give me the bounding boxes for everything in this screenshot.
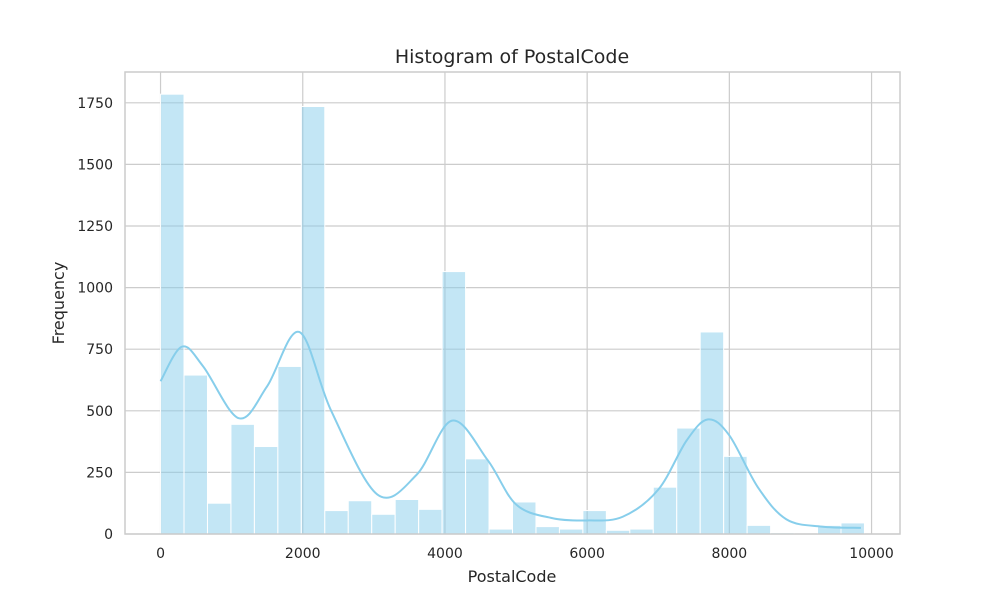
histogram-bar xyxy=(206,502,232,535)
histogram-bar xyxy=(277,365,302,535)
chart-title: Histogram of PostalCode xyxy=(395,46,629,68)
x-axis-label: PostalCode xyxy=(468,567,557,586)
x-tick-label: 6000 xyxy=(569,546,605,562)
histogram-bar xyxy=(582,510,607,535)
y-tick-label: 0 xyxy=(104,527,113,543)
y-tick-label: 250 xyxy=(86,465,113,481)
histogram-bar xyxy=(746,524,772,535)
y-axis-label: Frequency xyxy=(49,262,68,345)
histogram-bar xyxy=(699,331,725,535)
histogram-bar xyxy=(512,501,537,535)
x-tick-label: 4000 xyxy=(427,546,463,562)
x-tick-label: 8000 xyxy=(712,546,748,562)
histogram-bar xyxy=(652,486,678,535)
y-tick-label: 1750 xyxy=(77,96,113,112)
gridlines xyxy=(125,72,900,535)
histogram-bar xyxy=(160,93,185,535)
histogram-bar xyxy=(441,271,467,535)
y-tick-label: 1500 xyxy=(77,157,113,173)
y-tick-label: 750 xyxy=(86,342,113,358)
histogram-bar xyxy=(418,508,443,535)
kde-curve xyxy=(159,330,861,529)
histogram-bar xyxy=(394,499,420,535)
histogram-bar xyxy=(723,455,748,535)
y-tick-label: 1250 xyxy=(77,219,113,235)
y-tick-labels: 0 250 500 750 1000 1250 1500 1750 xyxy=(77,96,113,543)
y-tick-label: 500 xyxy=(86,404,113,420)
y-tick-label: 1000 xyxy=(77,281,113,297)
x-tick-label: 2000 xyxy=(285,546,321,562)
histogram-bar xyxy=(300,105,326,535)
histogram-bars xyxy=(160,93,865,535)
histogram-bar xyxy=(230,423,255,535)
histogram-bar xyxy=(183,374,208,535)
histogram-bar xyxy=(535,526,560,535)
histogram-bar xyxy=(676,427,701,535)
x-tick-label: 0 xyxy=(156,546,165,562)
histogram-bar xyxy=(347,500,373,535)
plot-frame xyxy=(124,71,901,535)
histogram-bar xyxy=(324,510,349,535)
histogram-bar xyxy=(465,458,490,535)
histogram-bar xyxy=(371,513,396,535)
histogram-bar xyxy=(253,446,279,535)
x-tick-label: 10000 xyxy=(849,546,894,562)
x-tick-labels: 0 2000 4000 6000 8000 10000 xyxy=(156,546,894,562)
